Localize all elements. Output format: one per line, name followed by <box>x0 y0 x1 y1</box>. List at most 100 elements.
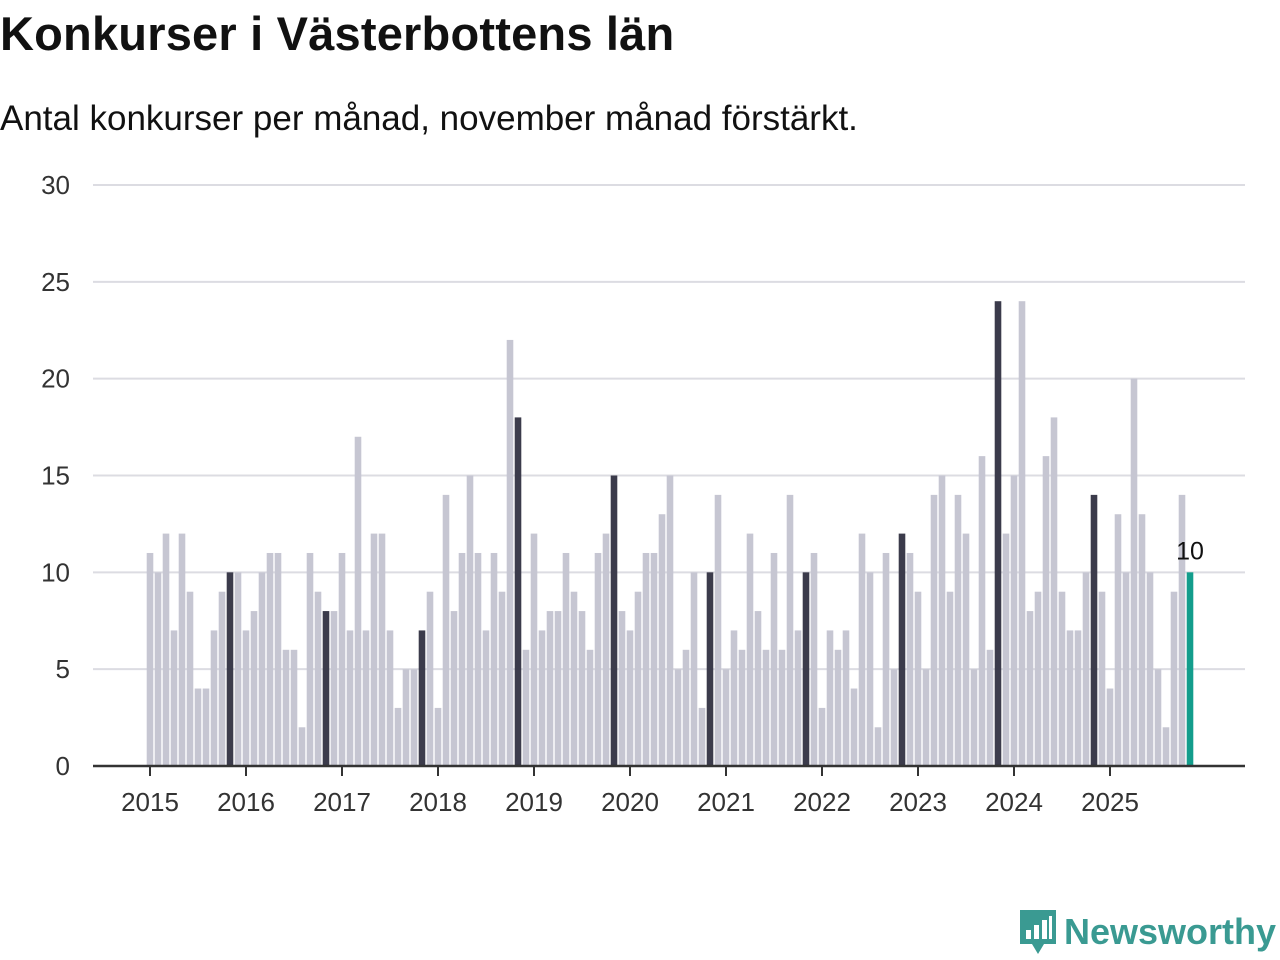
bar <box>954 494 962 766</box>
bar <box>426 591 434 766</box>
bar <box>706 572 714 766</box>
x-tick-label: 2016 <box>217 787 275 817</box>
bar <box>1114 514 1122 766</box>
bar <box>1090 494 1098 766</box>
bar <box>298 727 306 766</box>
bar <box>850 688 858 766</box>
bar <box>930 494 938 766</box>
bar <box>1178 494 1186 766</box>
bar <box>858 533 866 766</box>
x-tick-label: 2023 <box>889 787 947 817</box>
bar <box>898 533 906 766</box>
bar <box>170 630 178 766</box>
bar <box>818 707 826 766</box>
bar <box>1074 630 1082 766</box>
bar <box>442 494 450 766</box>
newsworthy-logo[interactable]: Newsworthy <box>1018 908 1276 956</box>
bar <box>154 572 162 766</box>
bar <box>338 552 346 766</box>
bar <box>346 630 354 766</box>
bar <box>698 707 706 766</box>
bar <box>194 688 202 766</box>
bar <box>450 611 458 766</box>
bar <box>586 649 594 766</box>
bar <box>722 669 730 766</box>
bar <box>1146 572 1154 766</box>
bar <box>1034 591 1042 766</box>
bar <box>866 572 874 766</box>
bar <box>658 514 666 766</box>
bar <box>434 707 442 766</box>
bar <box>882 552 890 766</box>
bar <box>994 301 1002 766</box>
bar <box>642 552 650 766</box>
y-tick-label: 5 <box>56 654 70 684</box>
bar <box>538 630 546 766</box>
bar <box>1130 378 1138 766</box>
bar <box>178 533 186 766</box>
bar <box>570 591 578 766</box>
y-tick-label: 25 <box>41 267 70 297</box>
bar <box>514 417 522 766</box>
bar <box>1058 591 1066 766</box>
y-tick-label: 0 <box>56 751 70 781</box>
bar <box>530 533 538 766</box>
bar <box>986 649 994 766</box>
bar <box>1106 688 1114 766</box>
bar <box>234 572 242 766</box>
bar <box>258 572 266 766</box>
bar <box>362 630 370 766</box>
bar <box>410 669 418 766</box>
bar <box>674 669 682 766</box>
bar <box>1154 669 1162 766</box>
bar <box>506 339 514 766</box>
bar <box>802 572 810 766</box>
x-tick-label: 2024 <box>985 787 1043 817</box>
bar <box>1082 572 1090 766</box>
bar <box>306 552 314 766</box>
bar <box>250 611 258 766</box>
bar <box>386 630 394 766</box>
x-tick-label: 2019 <box>505 787 563 817</box>
bar <box>938 475 946 766</box>
bar <box>970 669 978 766</box>
bar <box>890 669 898 766</box>
bar <box>274 552 282 766</box>
x-tick-label: 2015 <box>121 787 179 817</box>
bar <box>1170 591 1178 766</box>
bar <box>834 649 842 766</box>
bar <box>666 475 674 766</box>
bar <box>1066 630 1074 766</box>
bar <box>746 533 754 766</box>
bar <box>1162 727 1170 766</box>
bar <box>242 630 250 766</box>
bar <box>1050 417 1058 766</box>
bar <box>874 727 882 766</box>
bar <box>634 591 642 766</box>
bar <box>354 436 362 766</box>
bar <box>618 611 626 766</box>
bar <box>554 611 562 766</box>
bar <box>1018 301 1026 766</box>
bar <box>474 552 482 766</box>
logo-text: Newsworthy <box>1063 911 1276 952</box>
y-tick-label: 15 <box>41 461 70 491</box>
bar <box>810 552 818 766</box>
bar <box>210 630 218 766</box>
chart-subtitle: Antal konkurser per månad, november måna… <box>0 99 858 138</box>
x-tick-label: 2025 <box>1081 787 1139 817</box>
y-tick-label: 30 <box>41 170 70 200</box>
bar <box>314 591 322 766</box>
bar <box>218 591 226 766</box>
bar <box>290 649 298 766</box>
bar <box>610 475 618 766</box>
bar <box>794 630 802 766</box>
bar <box>186 591 194 766</box>
bar <box>1186 572 1194 766</box>
bar <box>490 552 498 766</box>
bar <box>626 630 634 766</box>
bar <box>842 630 850 766</box>
bar <box>266 552 274 766</box>
bar <box>754 611 762 766</box>
bars <box>146 301 1194 766</box>
